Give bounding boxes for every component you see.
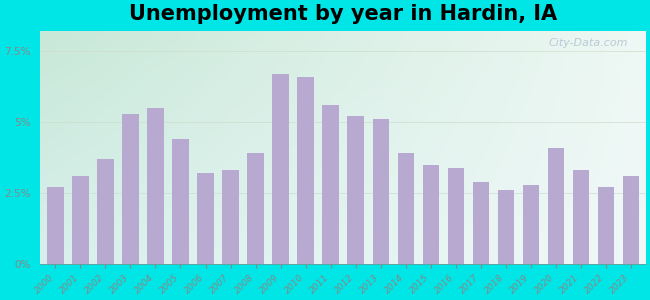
Bar <box>198 173 214 264</box>
Bar <box>597 188 614 264</box>
Bar <box>98 159 114 264</box>
Bar <box>498 190 514 264</box>
Bar <box>47 188 64 264</box>
Bar <box>523 185 539 264</box>
Bar <box>122 114 138 264</box>
Bar <box>322 105 339 264</box>
Title: Unemployment by year in Hardin, IA: Unemployment by year in Hardin, IA <box>129 4 557 24</box>
Bar <box>348 116 364 264</box>
Bar <box>372 119 389 264</box>
Bar <box>573 170 589 264</box>
Bar <box>248 153 264 264</box>
Bar <box>548 148 564 264</box>
Bar <box>422 165 439 264</box>
Bar <box>72 176 88 264</box>
Bar <box>222 170 239 264</box>
Bar <box>623 176 639 264</box>
Bar <box>448 168 464 264</box>
Text: City-Data.com: City-Data.com <box>548 38 628 48</box>
Bar <box>398 153 414 264</box>
Bar <box>148 108 164 264</box>
Bar <box>272 74 289 264</box>
Bar <box>172 139 188 264</box>
Bar <box>298 77 314 264</box>
Bar <box>473 182 489 264</box>
